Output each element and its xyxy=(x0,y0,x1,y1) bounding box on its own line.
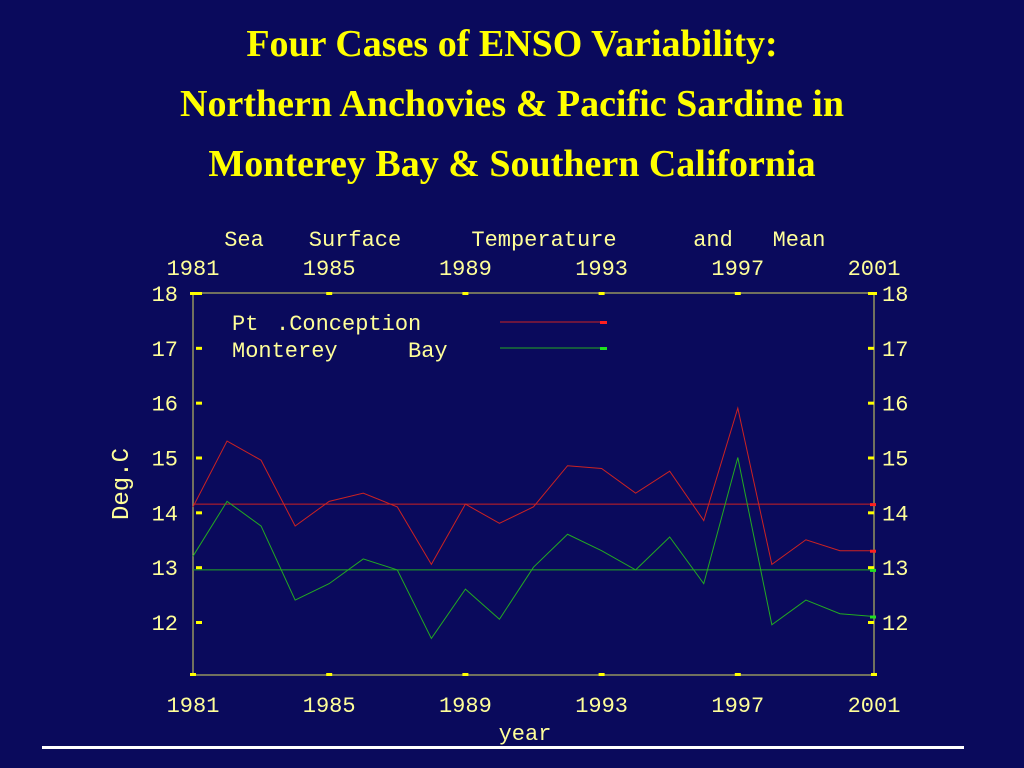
y-tick-right xyxy=(868,346,874,350)
chart-title-word: Mean xyxy=(773,228,826,253)
x-axis-label: year xyxy=(499,722,552,747)
y-tick-left xyxy=(196,346,202,350)
x-tick-bottom xyxy=(190,673,196,676)
y-tick-label-right: 17 xyxy=(882,338,908,363)
y-tick-label-right: 15 xyxy=(882,448,908,473)
slide-title: Four Cases of ENSO Variability: Northern… xyxy=(0,14,1024,194)
y-axis-label: Deg.C xyxy=(109,448,136,520)
y-tick-label-left: 15 xyxy=(152,448,178,473)
y-tick-label-left: 17 xyxy=(152,338,178,363)
x-tick-label-bottom: 1981 xyxy=(167,694,220,719)
y-tick-label-left: 12 xyxy=(152,612,178,637)
chart-title-word: Sea xyxy=(224,228,264,253)
mean-marker xyxy=(870,568,876,572)
y-tick-right xyxy=(868,401,874,405)
chart-title-word: Surface xyxy=(309,228,401,253)
y-tick-label-left: 14 xyxy=(152,502,178,527)
y-tick-right xyxy=(868,292,874,295)
x-tick-bottom xyxy=(326,673,333,676)
series-line-monterey-bay xyxy=(192,457,875,640)
y-tick-label-right: 13 xyxy=(882,557,908,582)
x-tick-top xyxy=(326,292,333,295)
y-tick-label-right: 12 xyxy=(882,612,908,637)
y-tick-left xyxy=(196,456,202,460)
legend-label-monterey-bay-a: Monterey xyxy=(232,339,338,364)
x-tick-label-top: 1981 xyxy=(167,257,220,282)
tick-labels: 1981 1981 1985 1985 1989 1989 1993 1993 1997 1997… xyxy=(152,257,909,719)
x-tick-top xyxy=(462,292,469,295)
legend-marker-pt-conception xyxy=(600,321,607,324)
y-tick-left xyxy=(196,401,202,405)
x-tick-bottom xyxy=(734,673,741,676)
x-tick-label-bottom: 1985 xyxy=(303,694,356,719)
y-tick-right xyxy=(868,566,874,570)
y-tick-label-right: 18 xyxy=(882,283,908,308)
tick-marks xyxy=(190,292,877,676)
footer-divider xyxy=(42,746,964,749)
chart-title-word: Temperature xyxy=(471,228,616,253)
x-tick-bottom xyxy=(598,673,605,676)
x-tick-label-top: 2001 xyxy=(848,257,901,282)
y-tick-left xyxy=(196,292,202,295)
x-tick-label-top: 1993 xyxy=(575,257,628,282)
legend-label-pt-conception-b: .Conception xyxy=(276,312,421,337)
title-line-3: Monterey Bay & Southern California xyxy=(208,143,816,185)
legend: Pt .Conception Monterey Bay xyxy=(232,312,607,364)
y-tick-left xyxy=(196,511,202,515)
legend-label-pt-conception-a: Pt xyxy=(232,312,258,337)
y-tick-label-right: 16 xyxy=(882,393,908,418)
x-tick-bottom xyxy=(462,673,469,676)
x-tick-label-bottom: 1997 xyxy=(711,694,764,719)
x-tick-label-bottom: 2001 xyxy=(848,694,901,719)
y-tick-left xyxy=(196,566,202,570)
x-tick-label-top: 1989 xyxy=(439,257,492,282)
plot-area-frame xyxy=(192,292,875,676)
title-line-2: Northern Anchovies & Pacific Sardine in xyxy=(180,83,844,125)
x-tick-label-top: 1997 xyxy=(711,257,764,282)
x-tick-label-top: 1985 xyxy=(303,257,356,282)
series-line-pt-conception xyxy=(192,406,874,566)
x-tick-label-bottom: 1993 xyxy=(575,694,628,719)
y-tick-right xyxy=(868,511,874,515)
y-tick-label-left: 16 xyxy=(152,393,178,418)
legend-marker-monterey-bay xyxy=(600,347,607,350)
x-tick-label-bottom: 1989 xyxy=(439,694,492,719)
y-tick-label-left: 18 xyxy=(152,283,178,308)
y-tick-label-left: 13 xyxy=(152,557,178,582)
series-lines xyxy=(192,406,876,640)
title-line-1: Four Cases of ENSO Variability: xyxy=(246,23,778,65)
x-tick-top xyxy=(598,292,605,295)
legend-label-monterey-bay-b: Bay xyxy=(408,339,448,364)
chart-title-word: and xyxy=(693,228,733,253)
x-tick-top xyxy=(734,292,741,295)
end-value-marker xyxy=(870,549,876,553)
mean-marker xyxy=(870,503,876,507)
end-value-marker xyxy=(870,615,876,619)
y-tick-right xyxy=(868,456,874,460)
y-tick-label-right: 14 xyxy=(882,502,908,527)
x-tick-bottom xyxy=(871,673,877,676)
x-tick-top xyxy=(190,292,196,295)
y-tick-left xyxy=(196,621,202,624)
y-tick-right xyxy=(868,621,874,624)
